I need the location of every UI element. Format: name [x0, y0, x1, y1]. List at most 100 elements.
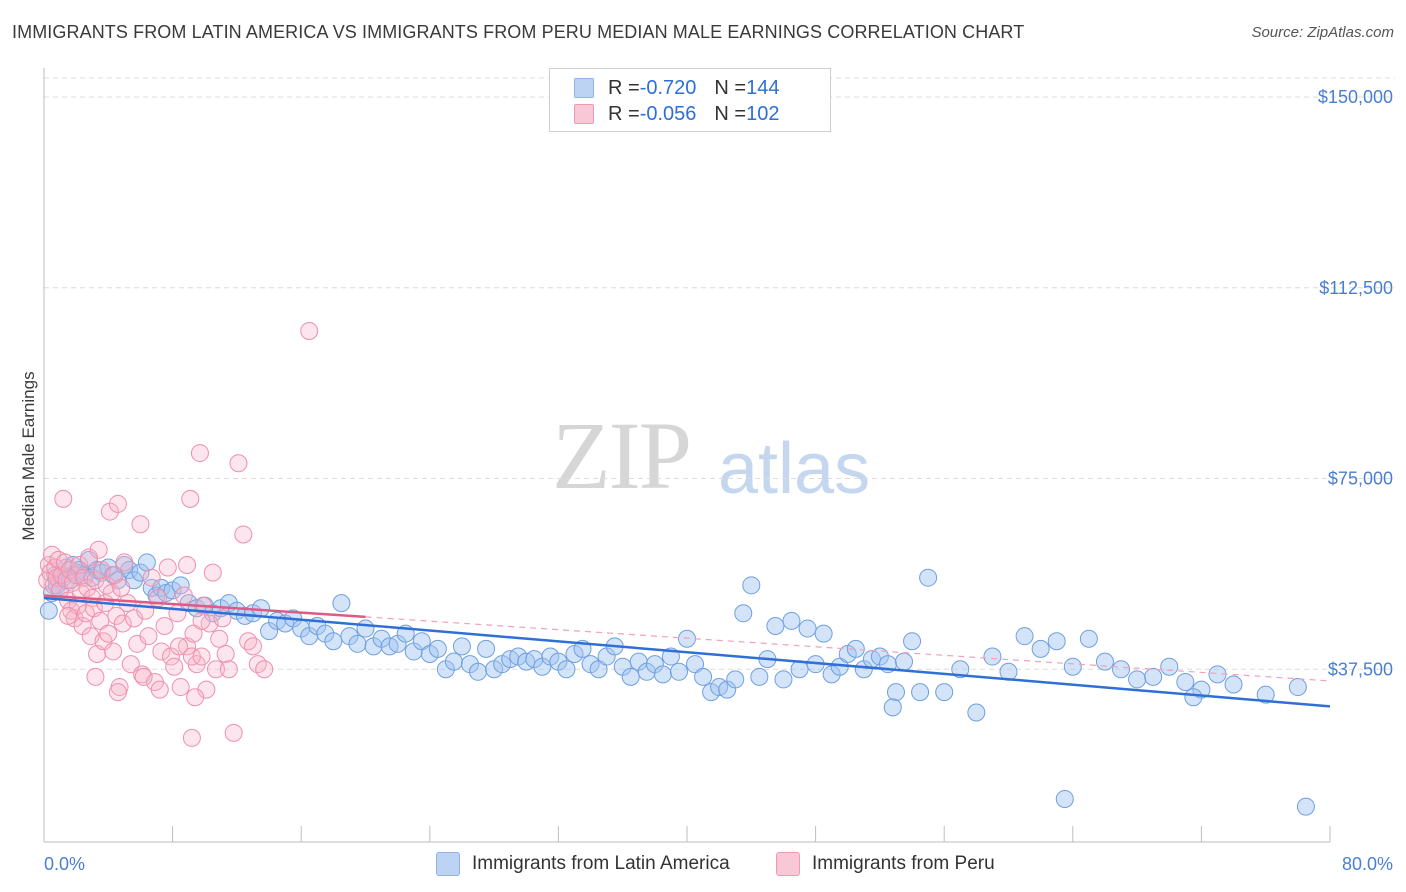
data-point-latin-america: [726, 670, 745, 689]
data-point-latin-america: [798, 619, 817, 638]
legend-row-pink: R = -0.056 N = 102: [574, 101, 779, 127]
data-point-peru: [174, 586, 193, 605]
data-point-peru: [136, 601, 155, 620]
data-point-peru: [113, 614, 132, 633]
data-point-peru: [108, 683, 127, 702]
data-point-peru: [142, 568, 161, 587]
data-point-peru: [107, 606, 126, 625]
data-point-peru: [190, 444, 209, 463]
data-point-latin-america: [886, 683, 905, 702]
data-point-latin-america: [469, 662, 488, 681]
data-point-latin-america: [252, 599, 271, 618]
data-point-latin-america: [137, 553, 156, 572]
data-point-peru: [155, 617, 174, 636]
legend-r-value: -0.056: [639, 102, 697, 125]
data-point-latin-america: [1296, 797, 1315, 816]
data-point-latin-america: [935, 683, 954, 702]
data-point-peru: [210, 629, 229, 648]
data-point-latin-america: [1112, 660, 1131, 679]
data-point-latin-america: [766, 617, 785, 636]
data-point-peru: [91, 611, 110, 630]
data-point-latin-america: [1288, 678, 1307, 697]
data-point-latin-america: [1144, 667, 1163, 686]
data-point-peru: [118, 594, 137, 613]
data-point-peru: [255, 660, 274, 679]
data-point-peru: [192, 647, 211, 666]
data-point-latin-america: [1031, 639, 1050, 658]
bottom-legend-swatch-pink: [776, 852, 800, 876]
data-point-peru: [229, 454, 248, 473]
data-point-peru: [99, 624, 118, 643]
legend-row-blue: R = -0.720 N = 144: [574, 75, 779, 101]
data-point-latin-america: [356, 619, 375, 638]
bottom-legend-label-pink: Immigrants from Peru: [812, 853, 995, 874]
bottom-legend-blue: Immigrants from Latin America: [436, 852, 730, 876]
data-point-peru: [59, 606, 78, 625]
data-point-peru: [112, 578, 131, 597]
data-point-peru: [152, 642, 171, 661]
data-point-peru: [216, 644, 235, 663]
y-tick-label: $37,500: [1328, 659, 1393, 679]
data-point-latin-america: [1095, 652, 1114, 671]
data-point-peru: [178, 555, 197, 574]
data-point-latin-america: [324, 632, 343, 651]
data-point-peru: [243, 637, 262, 656]
data-point-peru: [168, 604, 187, 623]
data-point-latin-america: [903, 632, 922, 651]
trend-line-peru: [43, 594, 366, 619]
data-point-latin-america: [39, 601, 58, 620]
data-point-latin-america: [452, 637, 471, 656]
data-point-latin-america: [621, 667, 640, 686]
data-point-peru: [224, 723, 243, 742]
data-point-latin-america: [332, 594, 351, 613]
data-point-peru: [181, 489, 200, 508]
data-point-peru: [165, 657, 184, 676]
data-point-peru: [203, 563, 222, 582]
data-point-peru: [139, 627, 158, 646]
bottom-legend-label-blue: Immigrants from Latin America: [472, 853, 730, 874]
data-point-latin-america: [782, 611, 801, 630]
legend-swatch-pink: [574, 104, 594, 124]
data-point-latin-america: [883, 698, 902, 717]
data-point-latin-america: [983, 647, 1002, 666]
data-point-peru: [171, 678, 190, 697]
data-point-latin-america: [348, 634, 367, 653]
data-point-latin-america: [1160, 657, 1179, 676]
data-point-latin-america: [814, 624, 833, 643]
data-point-latin-america: [1079, 629, 1098, 648]
bottom-legend-swatch-blue: [436, 852, 460, 876]
x-tick-label: 80.0%: [1342, 854, 1393, 874]
data-point-latin-america: [653, 665, 672, 684]
y-tick-label: $75,000: [1328, 469, 1393, 489]
data-point-peru: [170, 637, 189, 656]
series-latin-america: [39, 550, 1315, 816]
data-point-latin-america: [1015, 627, 1034, 646]
data-point-peru: [192, 611, 211, 630]
data-point-latin-america: [750, 667, 769, 686]
data-point-latin-america: [951, 660, 970, 679]
y-tick-label: $112,500: [1319, 278, 1393, 298]
data-point-latin-america: [1256, 685, 1275, 704]
data-point-latin-america: [131, 563, 150, 582]
watermark-zip: ZIP: [552, 402, 692, 509]
data-point-peru: [54, 489, 73, 508]
data-point-latin-america: [774, 670, 793, 689]
data-point-latin-america: [444, 652, 463, 671]
axes: [43, 68, 1331, 843]
data-point-peru: [184, 624, 203, 643]
data-point-latin-america: [428, 639, 447, 658]
data-point-peru: [182, 728, 201, 747]
data-point-latin-america: [967, 703, 986, 722]
axis-labels: $37,500 $75,000 $112,500 $150,000 0.0% 80.0% M…: [19, 87, 1393, 874]
series-peru: [38, 321, 319, 747]
data-point-peru: [207, 660, 226, 679]
data-point-peru: [86, 571, 105, 590]
data-point-latin-america: [1055, 789, 1074, 808]
data-point-latin-america: [1184, 688, 1203, 707]
trend-lines: [43, 594, 1331, 708]
legend-n-label: N =: [714, 102, 747, 125]
data-point-peru: [186, 688, 205, 707]
correlation-legend: R = -0.720 N = 144 R = -0.056 N = 102: [549, 68, 831, 132]
data-point-peru: [134, 667, 153, 686]
data-point-peru: [80, 548, 99, 567]
